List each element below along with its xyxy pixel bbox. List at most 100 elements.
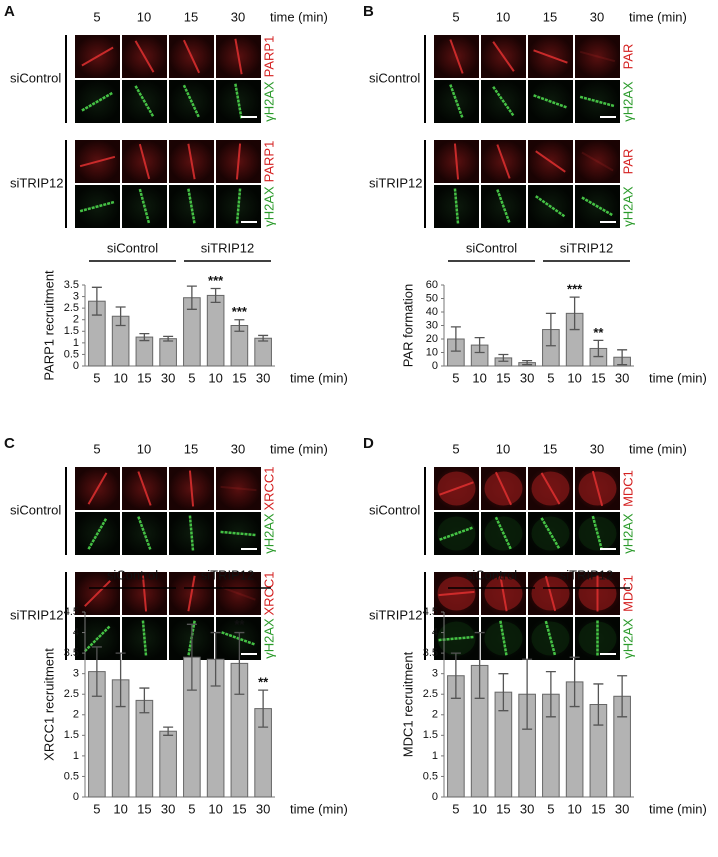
error-bar (450, 326, 461, 352)
error-bar (450, 652, 461, 699)
y-tick-label: 40 (426, 306, 438, 318)
y-tick-label: 2 (432, 709, 438, 721)
x-tick-label: 5 (452, 370, 459, 385)
error-bar (163, 726, 174, 736)
error-bar (234, 319, 245, 332)
micrograph (216, 467, 261, 510)
y-tick-label: 50 (426, 292, 438, 304)
laser-stripe (492, 41, 515, 72)
laser-stripe (492, 86, 515, 117)
laser-stripe (134, 85, 155, 118)
laser-stripe (182, 39, 201, 74)
laser-stripe (234, 38, 243, 75)
laser-stripe (220, 530, 257, 537)
y-tick-label: 3 (73, 668, 79, 680)
y-tick-label: 0 (73, 791, 79, 803)
significance: ** (593, 325, 604, 340)
group-label: siControl (107, 567, 158, 582)
laser-stripe (439, 526, 474, 541)
error-bar (498, 353, 509, 362)
x-tick-label: 15 (591, 370, 605, 385)
laser-stripe (499, 575, 508, 612)
laser-stripe (438, 635, 475, 642)
laser-stripe (533, 49, 568, 64)
time-label: 15 (543, 9, 557, 24)
error-bar (258, 689, 269, 728)
error-bar (545, 312, 556, 347)
time-label: 5 (93, 9, 100, 24)
stain-label: MDC1 (620, 575, 635, 612)
group-label: siTRIP12 (201, 567, 254, 582)
x-tick-label: 15 (496, 801, 510, 816)
significance: ** (258, 675, 269, 690)
stain-label: γH2AX (620, 81, 635, 122)
x-tick-label: 10 (208, 370, 222, 385)
stain-label: XRCC1 (261, 571, 276, 615)
y-tick-label: 60 (426, 279, 438, 291)
stain-label: PARP1 (261, 141, 276, 183)
condition-label: siControl (369, 502, 420, 517)
condition-label: siTRIP12 (10, 175, 63, 190)
error-bar (258, 334, 269, 342)
time-label: 10 (496, 9, 510, 24)
x-tick-label: 10 (113, 370, 127, 385)
y-axis-label: XRCC1 recruitment (41, 648, 56, 761)
x-tick-label: 5 (547, 801, 554, 816)
x-axis-label: time (min) (290, 370, 348, 385)
x-tick-label: 10 (472, 370, 486, 385)
laser-stripe (438, 590, 475, 597)
y-tick-label: 1.5 (64, 729, 79, 741)
laser-stripe (535, 195, 566, 218)
x-tick-label: 10 (208, 801, 222, 816)
condition-label: siControl (10, 70, 61, 85)
x-tick-label: 5 (452, 801, 459, 816)
laser-stripe (134, 40, 155, 73)
y-tick-label: 0 (432, 360, 438, 372)
laser-stripe (137, 471, 152, 506)
laser-stripe (499, 620, 508, 657)
x-tick-label: 10 (113, 801, 127, 816)
bar (159, 338, 177, 367)
y-tick-label: 1 (432, 750, 438, 762)
y-tick-label: 3.5 (423, 647, 438, 659)
stain-label: γH2AX (261, 513, 276, 554)
y-tick-label: 1 (73, 750, 79, 762)
error-bar (186, 285, 197, 310)
y-tick-label: 30 (426, 319, 438, 331)
panel-letter: D (363, 435, 374, 452)
x-tick-label: 10 (567, 370, 581, 385)
x-tick-label: 30 (256, 801, 270, 816)
y-tick-label: 3 (73, 290, 79, 302)
laser-stripe (87, 517, 108, 550)
laser-stripe (581, 151, 614, 172)
laser-stripe (81, 46, 114, 67)
bar (206, 294, 225, 367)
time-label: 10 (496, 441, 510, 456)
laser-stripe (81, 91, 114, 112)
y-tick-label: 0.5 (64, 348, 79, 360)
time-label: 5 (452, 9, 459, 24)
micrograph (575, 35, 620, 78)
stain-label: PARP1 (261, 36, 276, 78)
error-bar (617, 675, 628, 718)
laser-stripe (141, 575, 148, 612)
bar (135, 699, 154, 798)
significance: ** (234, 617, 245, 632)
error-bar (474, 631, 485, 699)
laser-stripe (188, 470, 195, 507)
x-tick-label: 15 (232, 801, 246, 816)
y-tick-label: 3.5 (64, 279, 79, 291)
laser-stripe (234, 83, 243, 120)
laser-stripe (453, 188, 460, 225)
condition-label: siTRIP12 (369, 607, 422, 622)
error-bar (522, 658, 533, 730)
error-bar (139, 332, 150, 342)
condition-label: siTRIP12 (369, 175, 422, 190)
laser-stripe (187, 575, 196, 612)
laser-stripe (535, 150, 566, 173)
error-bar (234, 631, 245, 695)
laser-stripe (79, 155, 116, 168)
x-tick-label: 15 (496, 370, 510, 385)
group-label: siControl (107, 240, 158, 255)
